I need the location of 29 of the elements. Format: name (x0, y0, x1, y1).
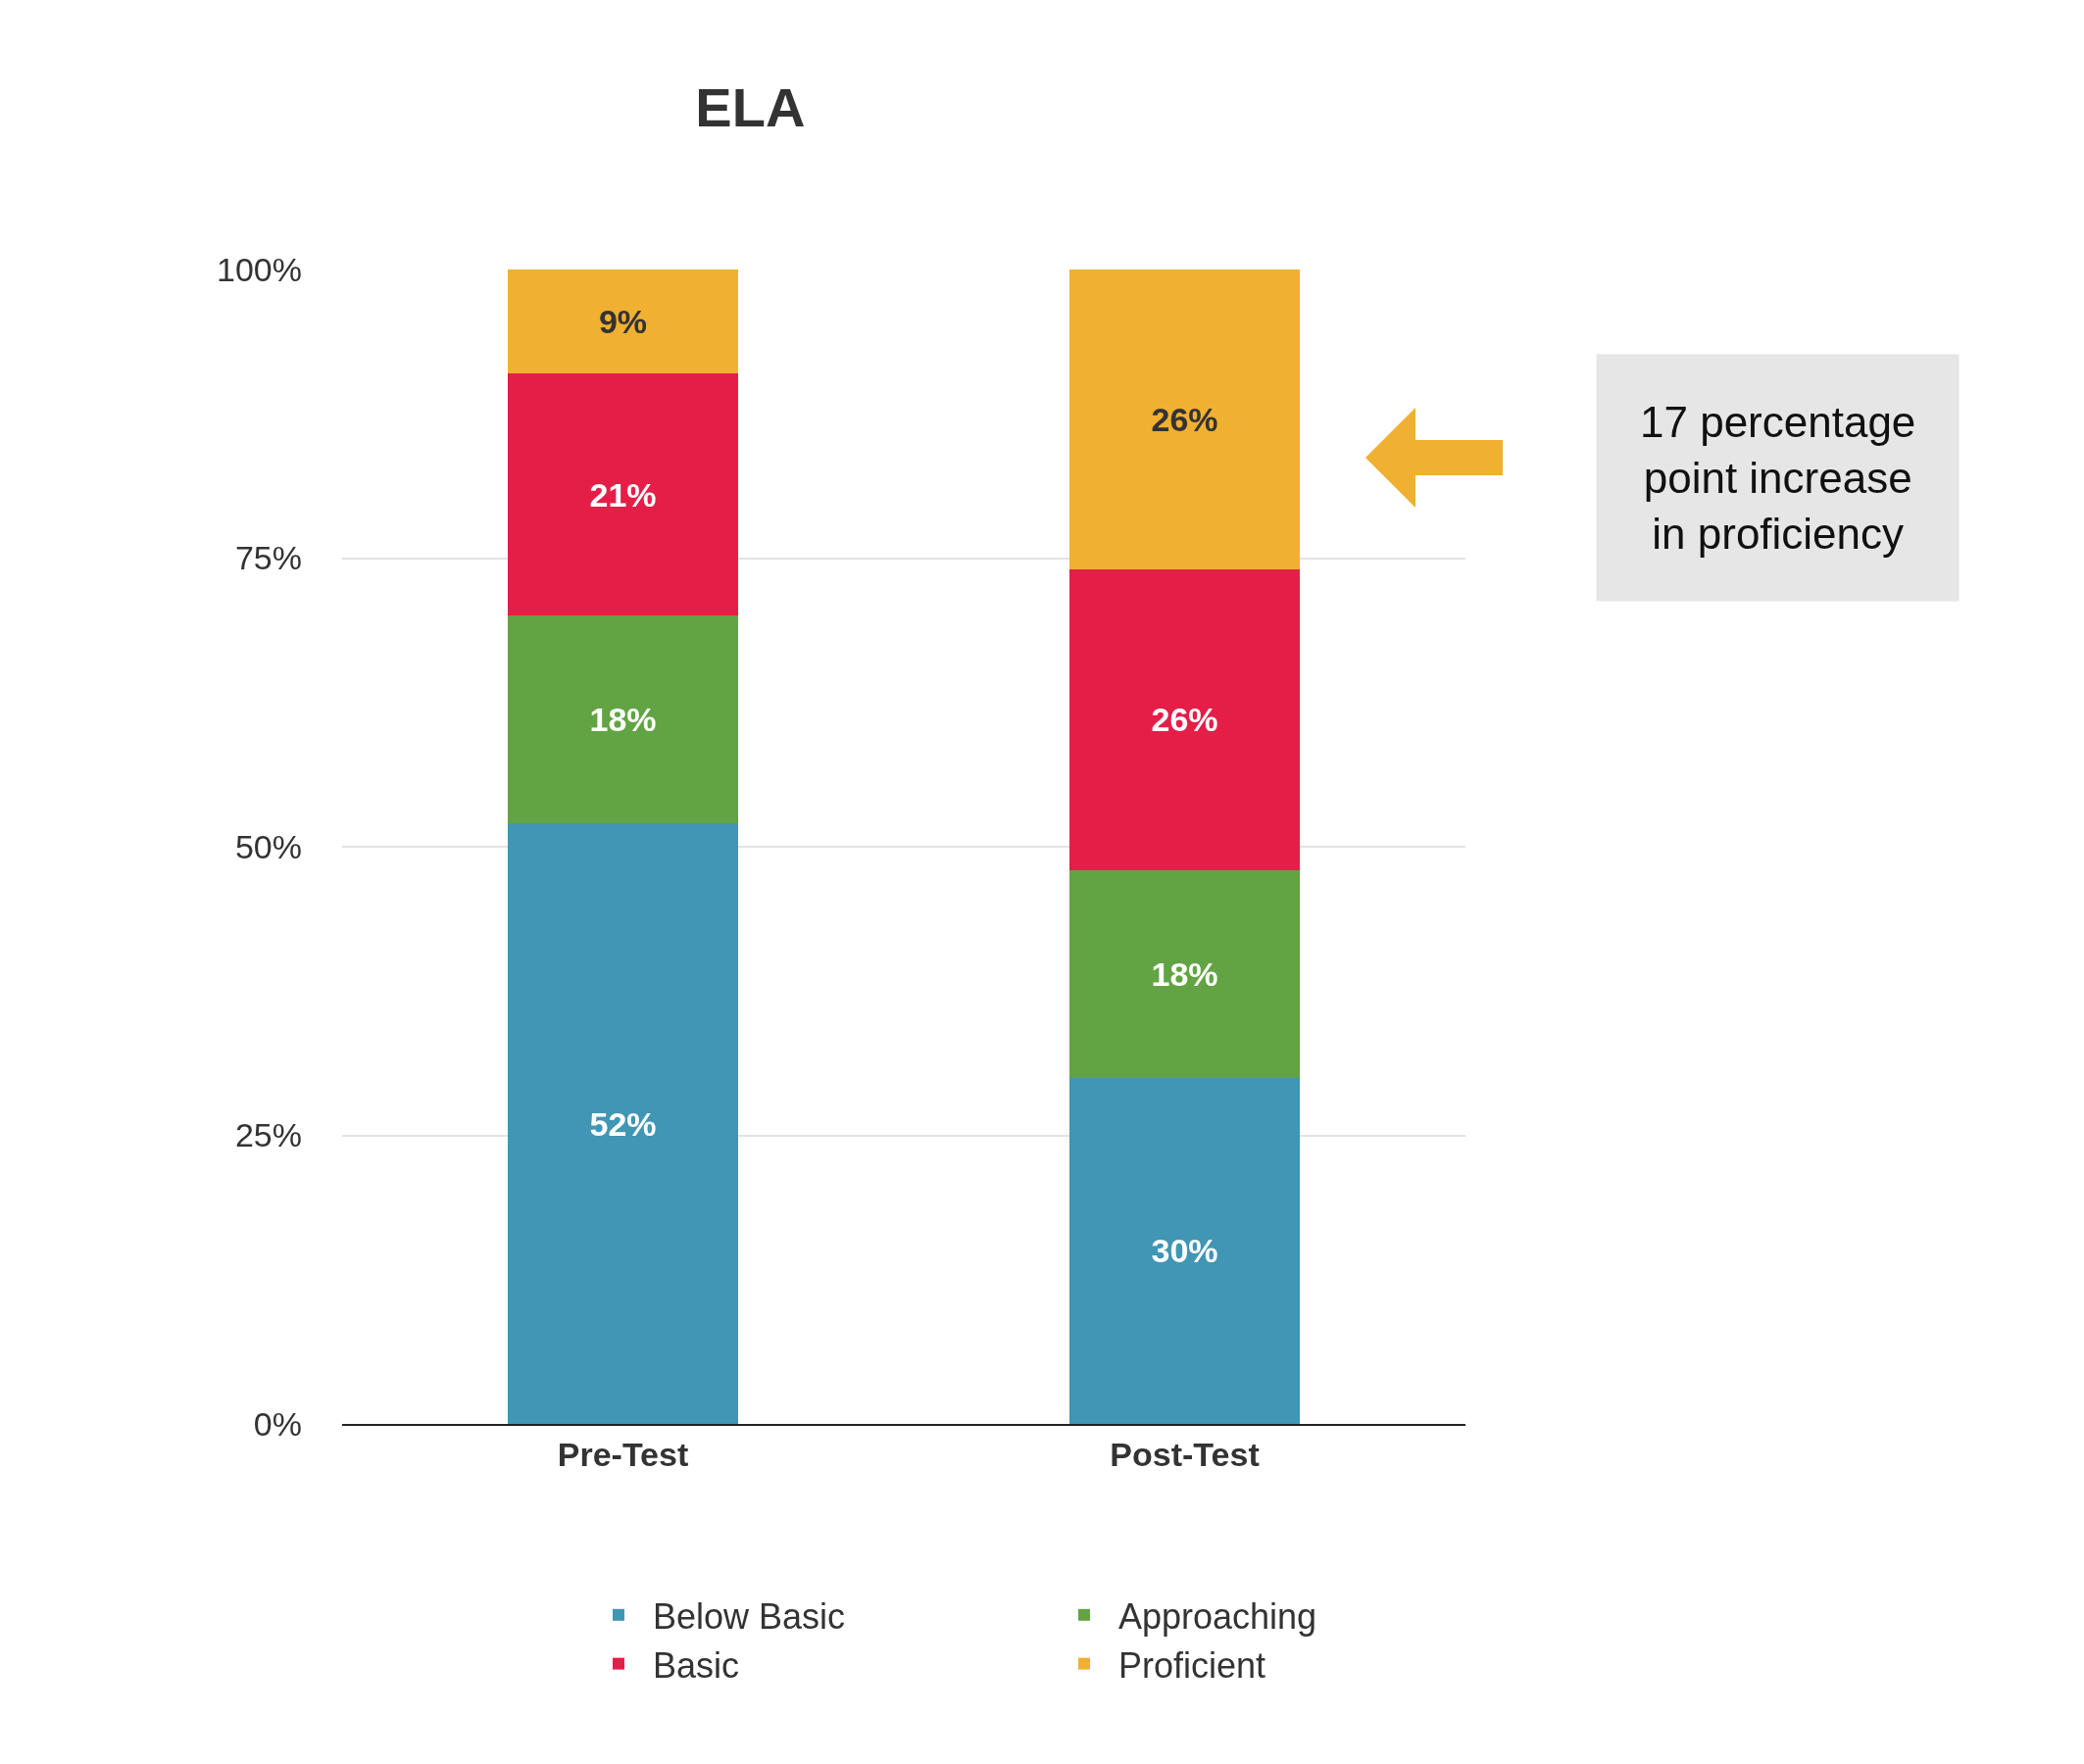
bar (1069, 869, 1300, 1078)
legend-label: Below Basic (652, 1595, 846, 1637)
data-label: 26% (1151, 401, 1218, 439)
y-tick-label: 50% (234, 827, 302, 865)
x-tick-label: Pre-Test (557, 1435, 689, 1473)
bar (508, 615, 738, 824)
x-tick-label: Post-Test (1110, 1435, 1260, 1473)
text: 17 percentage point increase in proficiency (1640, 398, 1916, 559)
chart-title: ELA (695, 76, 806, 139)
data-label: 26% (1151, 701, 1218, 739)
data-label: 30% (1151, 1232, 1218, 1270)
data-label: 9% (598, 303, 648, 341)
data-label: 52% (589, 1104, 657, 1143)
y-tick-label: 75% (234, 539, 302, 577)
legend-label: Basic (652, 1644, 740, 1686)
y-tick-label: 100% (217, 250, 302, 288)
y-tick-label: 25% (234, 1116, 302, 1154)
bar (1069, 1077, 1300, 1424)
bar (508, 823, 738, 1424)
legend-label: Proficient (1117, 1644, 1266, 1686)
bar (1069, 569, 1300, 870)
bar (1069, 270, 1300, 570)
data-label: 18% (589, 701, 657, 739)
data-label: 18% (1151, 955, 1218, 993)
legend-label: Approaching (1117, 1595, 1317, 1637)
y-tick-label: 0% (253, 1404, 302, 1443)
bar (508, 373, 738, 616)
data-label: 21% (589, 475, 657, 514)
bar (508, 270, 738, 374)
